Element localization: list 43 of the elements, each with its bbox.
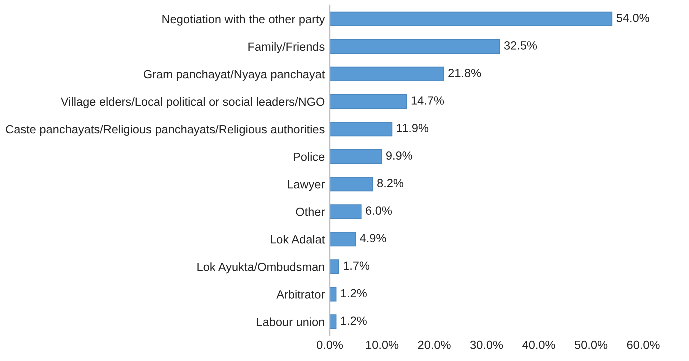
y-tick-label: Lok Ayukta/Ombudsman: [198, 262, 324, 274]
data-label: 1.2%: [341, 316, 367, 326]
x-tick-label: 0.0%: [317, 340, 344, 350]
bar: [330, 122, 393, 137]
y-tick-label: Lawyer: [288, 180, 325, 192]
data-label: 32.5%: [504, 42, 538, 50]
y-tick-label: Gram panchayat/Nyaya panchayat: [144, 70, 326, 81]
x-tick-label: 50.0%: [575, 340, 608, 350]
x-tick-label: 30.0%: [470, 340, 504, 350]
data-label: 1.7%: [344, 262, 370, 270]
bar: [330, 39, 500, 54]
bar: [330, 12, 613, 26]
y-tick-label: Police: [294, 152, 325, 162]
bar: [330, 150, 382, 164]
bar: [330, 287, 337, 302]
bar: [330, 314, 337, 330]
data-label: 9.9%: [386, 152, 412, 160]
x-tick-label: 10.0%: [366, 340, 399, 350]
y-tick-label: Arbitrator: [276, 290, 325, 299]
data-label: 8.2%: [378, 179, 404, 188]
bar: [330, 177, 374, 192]
x-tick-label: 20.0%: [418, 340, 451, 350]
bar: [330, 232, 356, 247]
y-tick-label: Other: [296, 208, 325, 216]
bar: [330, 260, 340, 274]
x-tick-label: 40.0%: [522, 340, 556, 350]
y-tick-label: Lok Adalat: [271, 235, 326, 244]
data-label: 21.8%: [448, 69, 482, 78]
y-tick-label: Labour union: [257, 318, 324, 326]
y-tick-label: Family/Friends: [248, 42, 325, 54]
data-label: 54.0%: [616, 14, 650, 22]
data-label: 1.2%: [341, 289, 367, 298]
bar: [330, 204, 362, 220]
bar: [330, 66, 444, 82]
data-label: 6.0%: [366, 206, 392, 216]
data-label: 14.7%: [412, 96, 444, 105]
data-label: 11.9%: [397, 124, 429, 132]
y-tick-label: Negotiation with the other party: [162, 14, 326, 26]
y-tick-label: Caste panchayats/Religious panchayats/Religious authorities: [6, 125, 325, 136]
bar: [330, 94, 408, 110]
data-label: 4.9%: [360, 234, 386, 243]
y-tick-label: Village elders/Local political or social leaders/NGO: [61, 97, 325, 108]
x-tick-label: 60.0%: [627, 340, 660, 350]
